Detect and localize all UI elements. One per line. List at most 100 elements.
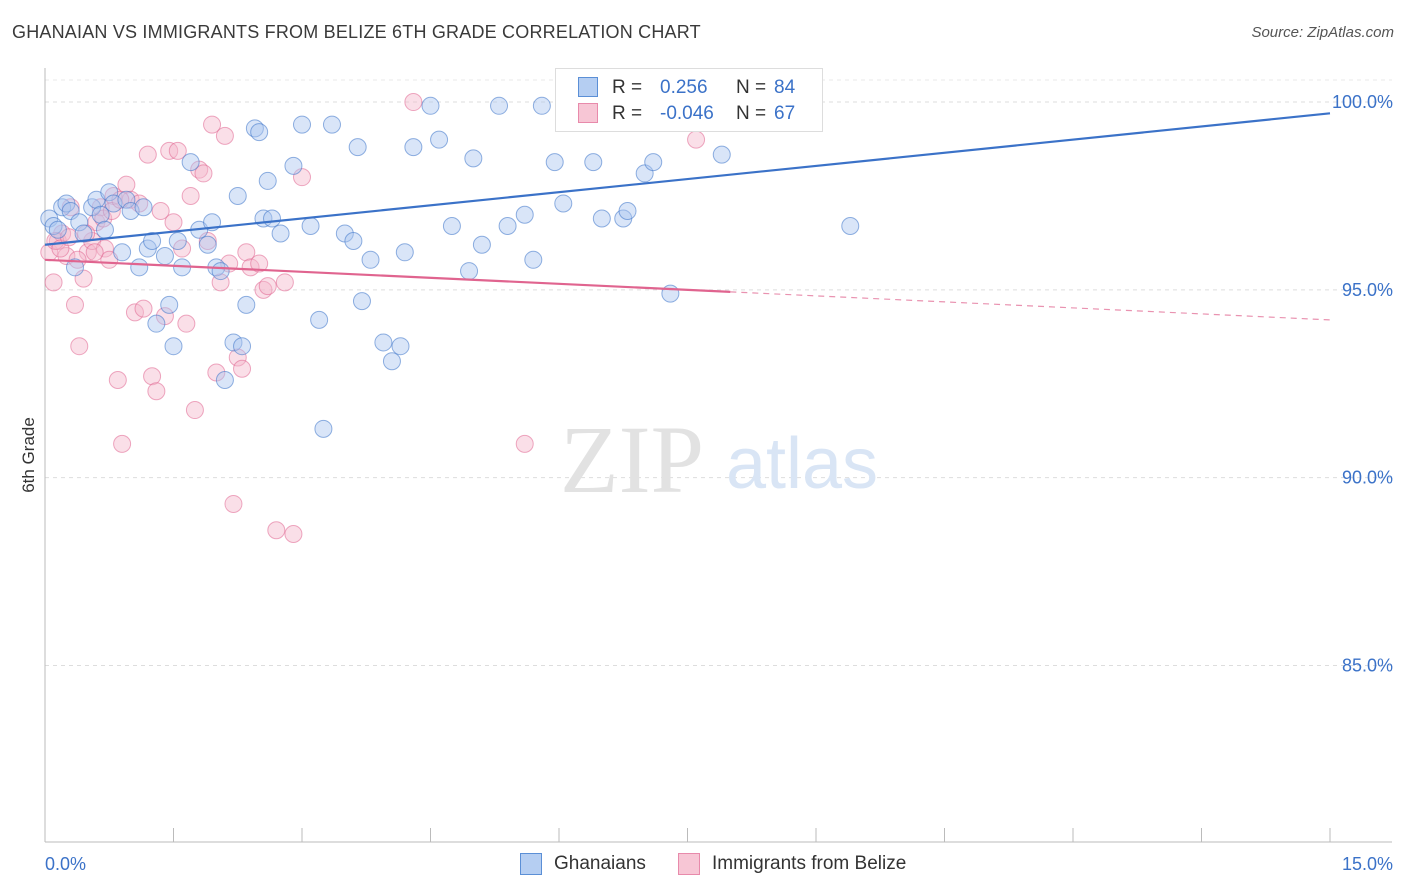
- data-point: [618, 201, 637, 220]
- data-point: [490, 96, 509, 115]
- data-point: [168, 232, 187, 251]
- data-point: [117, 190, 136, 209]
- data-point: [117, 175, 136, 194]
- data-point: [472, 235, 491, 254]
- legend-n-label: N =: [736, 77, 767, 98]
- data-point: [267, 521, 286, 540]
- watermark: ZIP atlas: [560, 406, 878, 513]
- watermark-atlas: atlas: [726, 424, 878, 504]
- legend-r-value: -0.046: [660, 103, 714, 124]
- data-point: [164, 213, 183, 232]
- data-point: [147, 314, 166, 333]
- data-point: [70, 213, 89, 232]
- data-point: [344, 232, 363, 251]
- data-point: [532, 96, 551, 115]
- data-point: [237, 295, 256, 314]
- data-point: [168, 141, 187, 160]
- legend-r-value: 0.256: [660, 77, 708, 98]
- data-point: [65, 258, 84, 277]
- data-point: [125, 303, 144, 322]
- legend-r-label: R =: [612, 103, 643, 124]
- data-point: [65, 295, 84, 314]
- data-point: [322, 115, 341, 134]
- data-point: [545, 153, 564, 172]
- data-point: [348, 138, 367, 157]
- data-point: [644, 153, 663, 172]
- data-point: [44, 273, 63, 292]
- data-point: [177, 314, 196, 333]
- data-point: [215, 371, 234, 389]
- data-point: [395, 243, 414, 262]
- data-point: [181, 153, 200, 172]
- data-point: [185, 401, 204, 420]
- data-point: [841, 217, 860, 235]
- data-point: [250, 123, 269, 142]
- data-point: [108, 371, 127, 389]
- data-point: [198, 235, 217, 254]
- bottom-legend-label: Immigrants from Belize: [712, 853, 907, 874]
- data-point: [160, 295, 179, 314]
- data-point: [314, 419, 333, 438]
- source-label: Source: ZipAtlas.com: [1251, 24, 1394, 41]
- data-point: [100, 183, 119, 202]
- tick-labels: 100.0% 95.0% 90.0% 85.0% 0.0% 15.0%: [45, 92, 1393, 874]
- y-tick-label: 90.0%: [1342, 468, 1393, 488]
- data-point: [263, 209, 282, 228]
- data-point: [215, 126, 234, 145]
- data-point: [687, 130, 706, 149]
- trend-line-extension: [730, 291, 1331, 321]
- data-point: [382, 352, 401, 371]
- data-point: [147, 382, 166, 401]
- data-point: [284, 525, 303, 543]
- data-point: [85, 243, 104, 262]
- data-point: [498, 217, 517, 235]
- legend-swatch-pink: [578, 103, 598, 123]
- trend-line: [44, 112, 1331, 246]
- data-point: [374, 333, 393, 352]
- data-point: [91, 205, 110, 224]
- data-point: [524, 250, 543, 269]
- data-point: [143, 232, 162, 251]
- data-point: [130, 258, 149, 277]
- trend-line: [44, 258, 731, 293]
- data-point: [113, 243, 132, 262]
- data-point: [241, 258, 260, 277]
- data-point: [113, 434, 132, 453]
- data-point: [134, 299, 153, 318]
- data-point: [258, 171, 277, 190]
- data-point: [712, 145, 731, 164]
- watermark-zip: ZIP: [560, 406, 704, 513]
- data-point: [515, 205, 534, 224]
- data-point: [211, 262, 230, 281]
- data-point: [151, 201, 170, 220]
- data-point: [138, 145, 157, 164]
- y-tick-label: 95.0%: [1342, 280, 1393, 300]
- data-point: [275, 273, 294, 292]
- data-point: [352, 292, 371, 311]
- data-point: [228, 348, 247, 367]
- data-point: [258, 277, 277, 296]
- data-point: [74, 224, 93, 243]
- data-point: [404, 138, 423, 157]
- bottom-legend-swatch-pink: [678, 853, 700, 875]
- data-point: [233, 337, 252, 356]
- legend-n-value: 84: [774, 77, 796, 98]
- data-point: [164, 337, 183, 356]
- data-point: [224, 494, 243, 513]
- legend-box: R = 0.256 N = 84 R = -0.046 N = 67: [555, 68, 823, 132]
- chart-title: GHANAIAN VS IMMIGRANTS FROM BELIZE 6TH G…: [12, 22, 701, 42]
- data-point: [250, 254, 269, 273]
- data-point: [584, 153, 603, 172]
- legend-n-value: 67: [774, 103, 796, 124]
- data-point: [68, 250, 87, 269]
- data-point: [442, 217, 461, 235]
- data-point: [421, 96, 440, 115]
- data-point: [95, 220, 114, 239]
- data-point: [194, 164, 213, 183]
- x-tick-label: 0.0%: [45, 854, 86, 874]
- data-point: [361, 250, 380, 269]
- legend-n-label: N =: [736, 103, 767, 124]
- x-tick-label: 15.0%: [1342, 854, 1393, 874]
- axes: [44, 68, 1392, 843]
